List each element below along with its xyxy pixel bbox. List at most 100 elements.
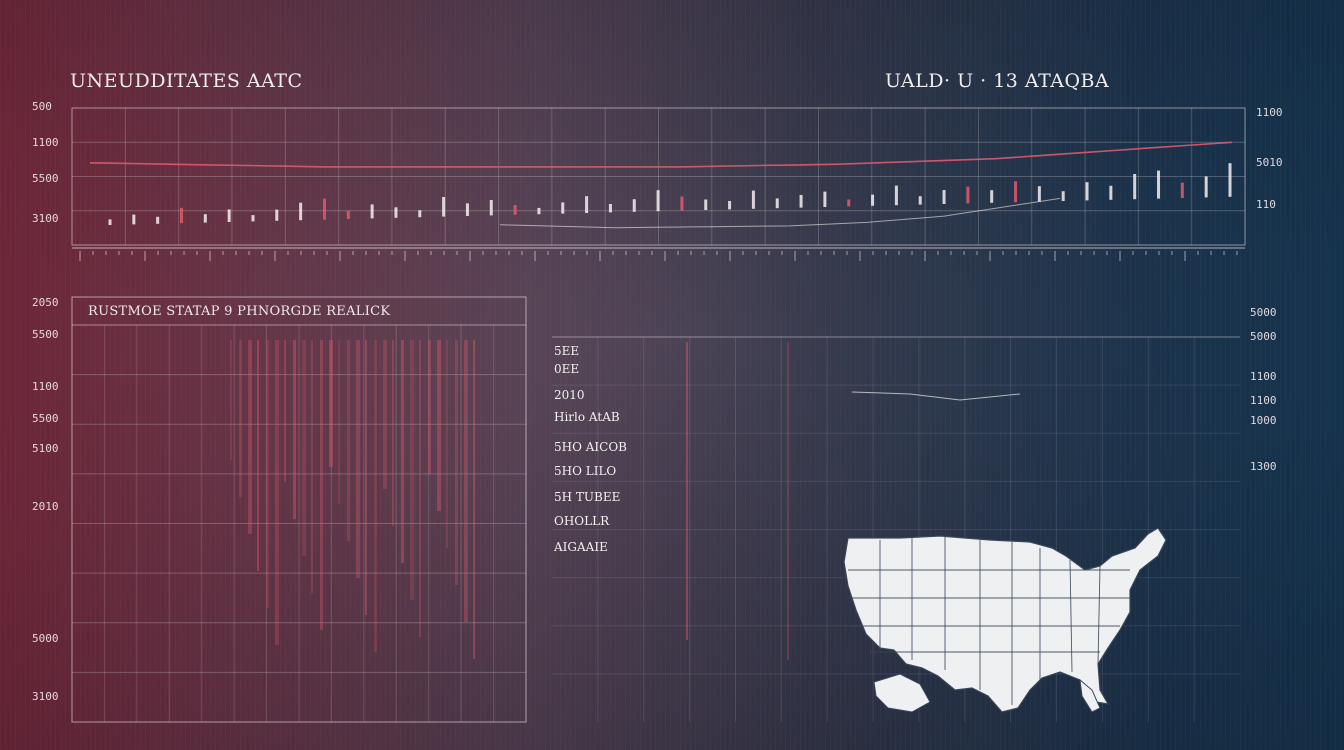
bar-mark <box>1061 191 1065 201</box>
bar-mark <box>465 203 469 216</box>
bar-mark <box>871 194 875 206</box>
florida-shape <box>1079 678 1101 713</box>
bar-mark <box>537 207 541 215</box>
red-streak <box>437 340 441 511</box>
bar-mark <box>728 201 732 210</box>
y-label-left: 5500 <box>32 412 59 425</box>
bar-mark <box>608 204 612 213</box>
y-label-right: 1100 <box>1250 370 1277 383</box>
bar-mark <box>847 199 851 207</box>
bar-mark <box>156 216 160 224</box>
bar-mark <box>346 210 350 219</box>
bar-mark <box>894 185 898 206</box>
bar-mark <box>751 190 755 209</box>
red-streak <box>347 340 350 541</box>
red-streak <box>266 340 269 608</box>
y-label-right: 1000 <box>1250 414 1277 427</box>
red-streak <box>230 340 232 460</box>
bar-mark <box>322 198 326 220</box>
state-border <box>1069 559 1073 673</box>
bar-mark <box>942 190 946 204</box>
bar-mark <box>1180 182 1184 198</box>
series-line <box>89 141 1233 168</box>
bar-mark <box>370 204 374 219</box>
y-label-left: 5100 <box>32 442 59 455</box>
bar-mark <box>275 209 279 221</box>
middle-label: 5HO AICOB <box>554 440 627 454</box>
red-streak <box>392 340 394 526</box>
red-streak <box>365 340 367 615</box>
red-streak <box>311 340 313 593</box>
red-streak <box>410 340 414 600</box>
bar-mark <box>108 219 112 225</box>
bar-mark <box>179 207 183 224</box>
y-label-top-right: 1100 <box>1256 106 1283 119</box>
small-trend-line <box>851 391 1021 401</box>
red-streak <box>302 340 306 556</box>
bar-mark <box>680 196 684 211</box>
bar-mark <box>1037 186 1041 202</box>
y-label-top-left: 1100 <box>32 136 59 149</box>
red-streak <box>419 340 421 637</box>
bar-mark <box>1204 176 1208 198</box>
bar-mark <box>1157 170 1161 199</box>
y-label-left: 2050 <box>32 296 59 309</box>
bar-mark <box>203 214 207 223</box>
bar-mark <box>704 199 708 210</box>
y-label-left: 5500 <box>32 328 59 341</box>
bar-mark <box>227 209 231 222</box>
bar-mark <box>1109 185 1113 200</box>
bar-mark <box>966 186 970 204</box>
bar-mark <box>990 190 994 203</box>
bar-mark <box>823 191 827 207</box>
middle-label: 0EE <box>554 362 580 376</box>
middle-label: 5HO LILO <box>554 464 617 478</box>
y-label-top-left: 5500 <box>32 172 59 185</box>
middle-label: 2010 <box>554 388 585 402</box>
y-label-right: 5000 <box>1250 306 1277 319</box>
red-streak <box>293 340 296 519</box>
red-streak <box>320 340 323 630</box>
y-label-top-right: 110 <box>1256 198 1276 211</box>
bar-mark <box>489 200 493 216</box>
bar-mark <box>561 202 565 214</box>
red-streak <box>383 340 387 489</box>
y-label-top-right: 5010 <box>1256 156 1283 169</box>
alaska-shape <box>873 673 931 713</box>
y-label-left: 5000 <box>32 632 59 645</box>
bar-mark <box>799 195 803 208</box>
bar-mark <box>585 196 589 213</box>
bar-mark <box>1133 174 1137 200</box>
middle-label: Hirlo AtAB <box>554 410 620 424</box>
red-streak <box>338 340 340 504</box>
bar-mark <box>632 199 636 212</box>
red-streak <box>374 340 377 652</box>
bar-mark <box>513 205 517 215</box>
y-label-top-left: 500 <box>32 100 52 113</box>
panel-title: RUSTMOE STATAP 9 PHNORGDE REALICK <box>88 304 391 319</box>
bar-mark <box>918 196 922 205</box>
chart-title-left: UNEUDDITATES AATC <box>70 70 303 92</box>
red-streak <box>239 340 242 497</box>
red-streak <box>464 340 468 622</box>
red-streak <box>473 340 475 659</box>
bar-mark <box>1085 182 1089 201</box>
chart-title-right: UALD· U · 13 ATAQBA <box>885 70 1110 92</box>
bar-mark <box>442 197 446 217</box>
left-panel-frame <box>71 296 527 723</box>
y-label-right: 1300 <box>1250 460 1277 473</box>
bar-mark <box>1014 181 1018 203</box>
y-label-right: 1100 <box>1250 394 1277 407</box>
red-streak <box>257 340 259 571</box>
bar-mark <box>418 210 422 218</box>
y-label-left: 3100 <box>32 690 59 703</box>
red-streak <box>356 340 360 578</box>
red-streak <box>428 340 431 474</box>
middle-label: 5EE <box>554 344 580 358</box>
red-streak <box>446 340 448 548</box>
state-border <box>1097 565 1101 665</box>
trend-line <box>499 197 1061 229</box>
y-label-left: 2010 <box>32 500 59 513</box>
middle-label: 5H TUBEE <box>554 490 621 504</box>
